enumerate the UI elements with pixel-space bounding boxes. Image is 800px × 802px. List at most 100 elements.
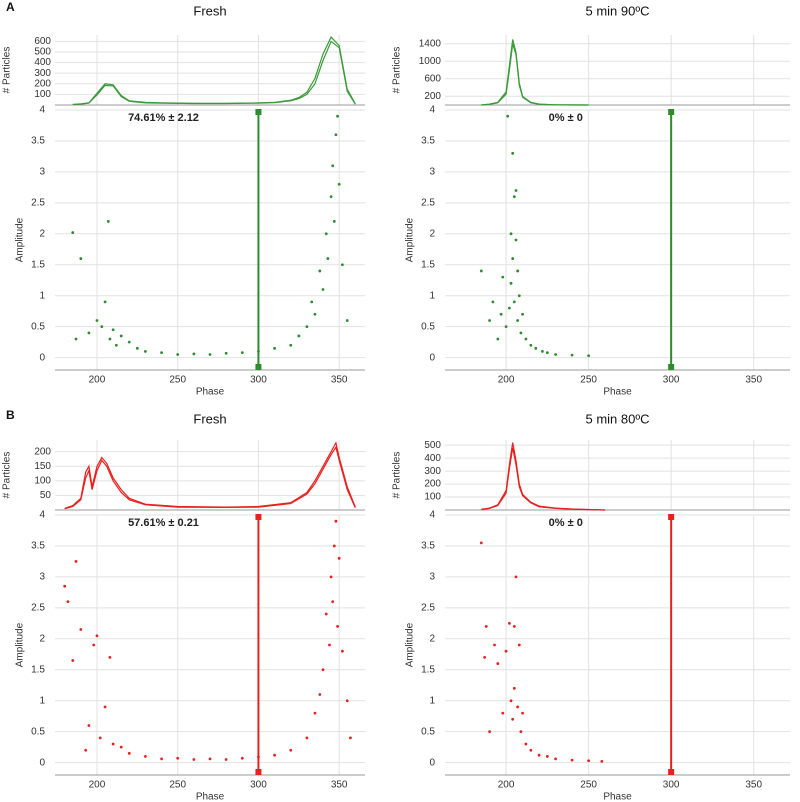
y-tick-label: 0 [39,352,45,363]
y-tick-label: 4 [429,105,435,116]
scatter-point [208,757,212,761]
scatter-point [318,269,322,273]
scatter-point [329,575,333,579]
y-tick-label: 2.5 [31,602,45,613]
x-tick-label: 200 [89,375,106,386]
scatter-point [511,717,515,721]
y-tick-label: 1.5 [31,664,45,675]
scatter-point [103,300,107,304]
scatter-point [74,337,78,341]
scatter-point [479,269,483,273]
scatter-point [135,346,139,350]
y-tick-label: 400 [424,453,441,464]
y-tick-label: 1400 [419,38,442,49]
scatter-point [324,612,328,616]
x-tick-label: 200 [89,780,106,791]
y-tick-label: 1 [39,695,45,706]
scatter-point [496,662,500,665]
y-tick-label: 100 [34,89,51,100]
y-tick-label: 1 [429,695,435,706]
scatter-point [334,133,338,137]
y-tick-label: 4 [39,105,45,116]
scatter-point [516,319,520,322]
scatter-point [332,220,336,223]
scatter-point [95,319,99,322]
scatter-point [337,182,341,186]
scatter-point [529,343,533,347]
scatter-point [331,600,335,604]
gate-handle [668,109,675,115]
y-tick-label: 4 [429,510,435,521]
scatter-point [345,319,349,322]
scatter-point [79,257,83,260]
scatter-point [305,736,309,740]
scatter-point [329,195,333,199]
y-tick-label: 0 [429,757,435,768]
x-tick-label: 350 [331,780,348,791]
scatter-point [192,352,196,356]
scatter-point [600,759,604,763]
y-axis-label: # Particles [392,47,403,94]
scatter-point [273,346,276,350]
annotation: 74.61% ± 2.12 [128,112,199,124]
gate-handle [668,769,675,775]
y-axis-label: Amplitude [15,622,26,667]
y-tick-label: 3.5 [31,136,45,147]
scatter-point [103,705,107,709]
y-tick-label: 3.5 [31,541,45,552]
y-tick-label: 3.5 [421,136,435,147]
scatter-point [328,643,331,647]
scatter-point [484,625,488,628]
scatter-point [192,758,196,761]
x-tick-label: 300 [250,375,267,386]
scatter-point [127,751,131,755]
scatter-point [63,584,67,588]
scatter-point [493,643,496,647]
x-tick-label: 200 [498,780,515,791]
annotation: 57.61% ± 0.21 [128,517,199,529]
y-tick-label: 0.5 [31,726,45,737]
gate-handle [668,514,675,520]
y-tick-label: 500 [34,47,51,58]
scatter-point [176,353,180,356]
scatter-point [160,757,163,761]
y-axis-label: # Particles [392,452,403,499]
scatter-point [98,736,102,740]
scatter-point [144,755,147,758]
x-tick-label: 350 [745,375,762,386]
scatter-point [160,351,163,355]
scatter-point [297,334,301,338]
scatter-point [224,758,228,761]
y-tick-label: 2.5 [421,197,435,208]
scatter-point [111,742,115,746]
histogram-line [481,39,589,106]
scatter-point [100,325,104,329]
scatter-point [71,231,75,234]
y-tick-label: 200 [34,78,51,89]
scatter-point [519,331,523,335]
panel-title: 5 min 90ºC [586,3,650,18]
scatter-point [79,628,83,631]
scatter-point [305,325,309,329]
y-tick-label: 1000 [419,56,442,67]
scatter-point [514,238,518,242]
scatter-point [114,343,118,347]
scatter-point [119,745,123,749]
scatter-point [340,649,344,653]
scatter-point [108,655,112,659]
y-tick-label: 2.5 [421,602,435,613]
y-tick-label: 1 [39,290,45,301]
y-tick-label: 1 [429,290,435,301]
scatter-point [517,643,521,647]
histogram-line [64,445,356,510]
gate-handle [668,364,675,370]
scatter-point [570,353,574,357]
scatter-point [334,519,338,523]
scatter-point [74,560,78,563]
y-tick-label: 100 [34,475,51,486]
scatter-point [337,556,341,560]
scatter-point [87,724,91,727]
scatter-point [321,668,325,672]
y-tick-label: 2 [39,633,45,644]
histogram-line [72,40,356,106]
